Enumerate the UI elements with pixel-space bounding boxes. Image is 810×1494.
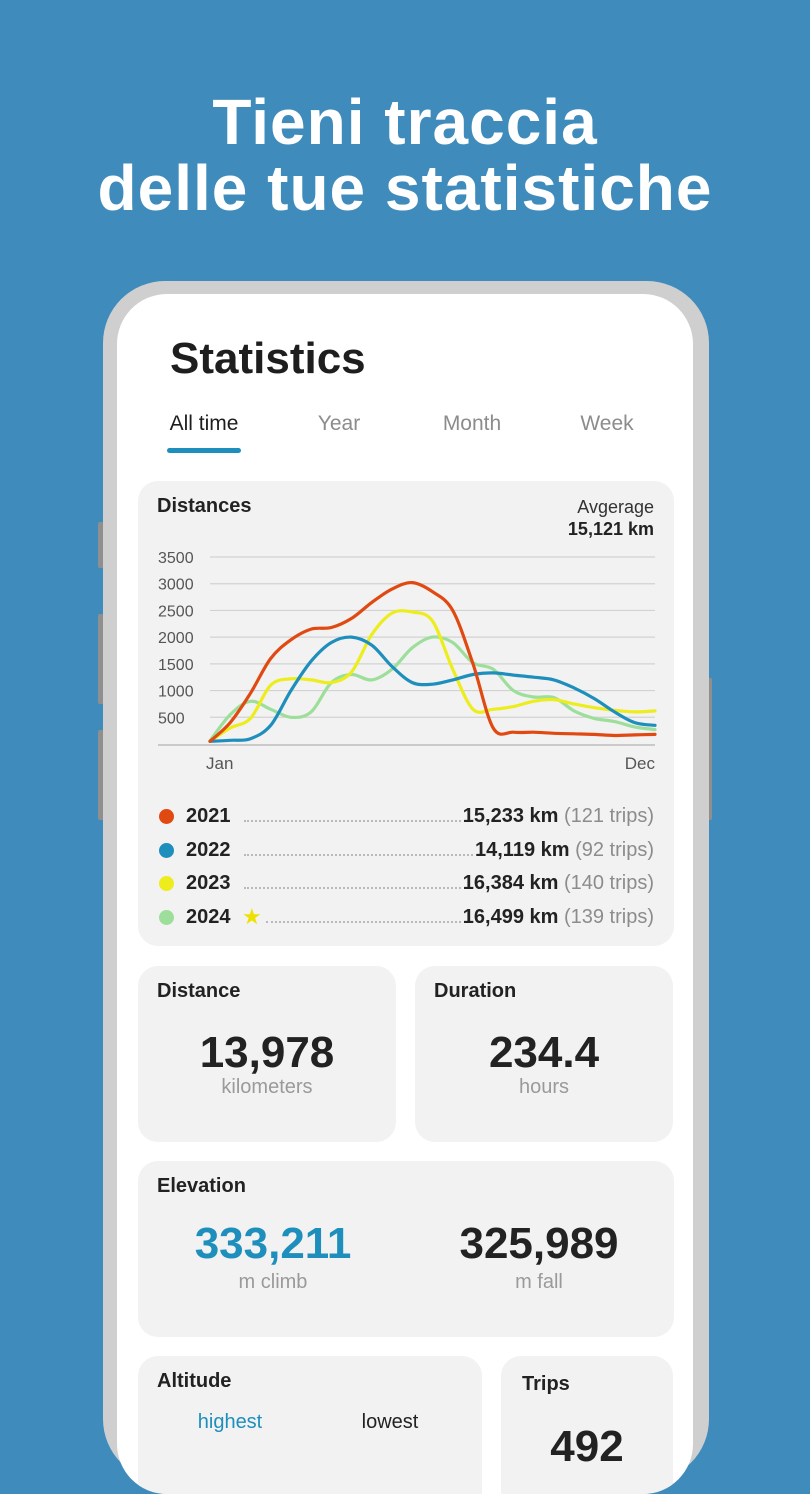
altitude-highest-label: highest xyxy=(197,1411,263,1433)
legend-row-2021: 2021 15,233 km (121 trips) xyxy=(156,803,654,831)
active-tab-indicator xyxy=(167,448,241,453)
legend-year: 2022 xyxy=(186,839,231,861)
series-line-2021 xyxy=(208,580,657,743)
duration-value: 234.4 xyxy=(488,1028,600,1077)
tab-week[interactable]: Week xyxy=(580,412,634,435)
legend-value: 16,499 km (139 trips) xyxy=(463,906,654,929)
legend-leader-dots xyxy=(244,820,461,822)
average-label: Avgerage xyxy=(577,497,654,517)
y-tick-label: 3000 xyxy=(158,577,194,594)
tab-year[interactable]: Year xyxy=(317,412,361,435)
legend-value: 14,119 km (92 trips) xyxy=(475,839,654,862)
distances-card: Distances Avgerage 15,121 km 3500 3000 250… xyxy=(138,481,674,946)
duration-unit: hours xyxy=(518,1076,570,1098)
y-tick-label: 3500 xyxy=(158,550,194,567)
duration-title: Duration xyxy=(434,980,517,1002)
tab-all-time[interactable]: All time xyxy=(169,412,239,435)
trips-title: Trips xyxy=(522,1373,570,1395)
x-tick-label: Dec xyxy=(625,754,656,773)
series-line-2024 xyxy=(208,635,657,743)
average-value: 15,121 km xyxy=(567,519,654,539)
distance-unit: kilometers xyxy=(221,1076,313,1098)
phone-side-button-1 xyxy=(98,522,104,568)
legend-value: 16,384 km (140 trips) xyxy=(463,872,654,895)
phone-side-button-2 xyxy=(98,614,104,704)
legend-row-2023: 2023 16,384 km (140 trips) xyxy=(156,870,654,898)
legend-leader-dots xyxy=(266,921,461,923)
legend-year: 2023 xyxy=(186,872,231,894)
x-tick-label: Jan xyxy=(206,754,233,773)
elevation-fall-unit: m fall xyxy=(515,1271,563,1293)
elevation-fall-value: 325,989 xyxy=(459,1219,619,1268)
distance-title: Distance xyxy=(157,980,241,1002)
legend-year: 2021 xyxy=(186,805,231,827)
phone-screen: Statistics All time Year Month Week Dist… xyxy=(117,294,693,1494)
page-title: Statistics xyxy=(170,334,366,383)
legend-row-2022: 2022 14,119 km (92 trips) xyxy=(156,837,654,865)
y-tick-label: 2500 xyxy=(158,603,194,620)
legend-value: 15,233 km (121 trips) xyxy=(463,805,654,828)
distance-card: Distance 13,978 kilometers xyxy=(138,966,396,1142)
legend-km: 15,233 km xyxy=(462,805,559,827)
elevation-climb-unit: m climb xyxy=(238,1271,308,1293)
phone-power-button xyxy=(706,678,712,820)
trips-card: Trips 492 xyxy=(501,1356,673,1494)
legend-color-dot xyxy=(159,809,174,824)
legend-km: 14,119 km xyxy=(475,839,570,861)
legend-year: 2024 xyxy=(186,906,231,928)
phone-side-button-3 xyxy=(98,730,104,820)
legend-color-dot xyxy=(159,876,174,891)
altitude-lowest-label: lowest xyxy=(361,1411,419,1433)
legend-row-2024: 2024 ★ 16,499 km (139 trips) xyxy=(156,904,654,932)
elevation-climb-value: 333,211 xyxy=(194,1219,352,1268)
legend-color-dot xyxy=(159,843,174,858)
y-tick-label: 500 xyxy=(158,710,185,727)
y-tick-label: 1500 xyxy=(158,657,194,674)
altitude-title: Altitude xyxy=(157,1370,232,1392)
series-line-2022 xyxy=(208,635,657,743)
legend-color-dot xyxy=(159,910,174,925)
legend-km: 16,499 km xyxy=(462,906,559,928)
legend-km: 16,384 km xyxy=(462,872,559,894)
legend-trips: (139 trips) xyxy=(563,906,654,928)
tab-month[interactable]: Month xyxy=(442,412,502,435)
legend-trips: (140 trips) xyxy=(563,872,654,894)
star-icon: ★ xyxy=(242,904,262,929)
elevation-card: Elevation 333,211 m climb 325,989 m fall xyxy=(138,1161,674,1337)
legend-trips: (121 trips) xyxy=(563,805,654,827)
trips-value: 492 xyxy=(550,1422,624,1471)
series-line-2023 xyxy=(208,609,657,743)
phone-frame: Statistics All time Year Month Week Dist… xyxy=(103,281,709,1494)
headline-line-2: delle tue statistiche xyxy=(97,152,713,224)
distance-value: 13,978 xyxy=(199,1028,335,1077)
distances-line-chart: 3500 3000 2500 2000 1500 1000 500 Jan Dec xyxy=(158,550,657,773)
duration-card: Duration 234.4 hours xyxy=(415,966,673,1142)
y-tick-label: 1000 xyxy=(158,684,194,701)
altitude-card: Altitude highest lowest xyxy=(138,1356,482,1494)
y-tick-label: 2000 xyxy=(158,630,194,647)
promo-headline: Tieni traccia delle tue statistiche xyxy=(0,90,810,222)
elevation-title: Elevation xyxy=(157,1175,246,1197)
legend-leader-dots xyxy=(244,887,461,889)
distances-title: Distances xyxy=(157,495,252,517)
legend-leader-dots xyxy=(244,854,473,856)
legend-trips: (92 trips) xyxy=(575,839,654,861)
headline-line-1: Tieni traccia xyxy=(212,86,598,158)
